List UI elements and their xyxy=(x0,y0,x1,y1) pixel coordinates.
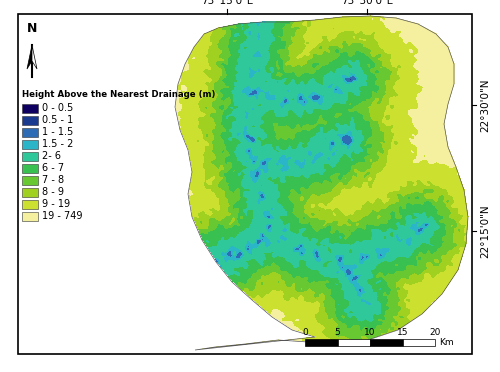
Polygon shape xyxy=(32,45,37,69)
Bar xyxy=(22,103,38,112)
Text: Height Above the Nearest Drainage (m): Height Above the Nearest Drainage (m) xyxy=(22,90,216,99)
Text: 73°15'0"E: 73°15'0"E xyxy=(201,0,253,6)
Text: 0.5 - 1: 0.5 - 1 xyxy=(42,115,73,125)
Bar xyxy=(338,339,370,346)
Text: 5: 5 xyxy=(334,328,340,337)
Text: 2- 6: 2- 6 xyxy=(42,151,61,161)
Text: 1.5 - 2: 1.5 - 2 xyxy=(42,139,74,149)
Bar xyxy=(22,187,38,196)
Text: 73°30'0"E: 73°30'0"E xyxy=(341,0,393,6)
Bar xyxy=(22,115,38,125)
Bar xyxy=(370,339,402,346)
Bar xyxy=(22,164,38,173)
Bar xyxy=(305,339,338,346)
Text: 20: 20 xyxy=(430,328,440,337)
Text: Km: Km xyxy=(439,338,454,347)
Text: 10: 10 xyxy=(364,328,376,337)
Text: 7 - 8: 7 - 8 xyxy=(42,175,64,185)
Bar xyxy=(402,339,435,346)
Text: 22°15'0"N: 22°15'0"N xyxy=(480,204,490,258)
Bar xyxy=(22,199,38,208)
Bar xyxy=(22,128,38,137)
Text: 8 - 9: 8 - 9 xyxy=(42,187,64,197)
Bar xyxy=(22,151,38,160)
Text: 0 - 0.5: 0 - 0.5 xyxy=(42,103,73,113)
Text: 19 - 749: 19 - 749 xyxy=(42,211,82,221)
Bar xyxy=(22,176,38,185)
Text: N: N xyxy=(27,22,37,35)
Bar xyxy=(22,140,38,148)
Polygon shape xyxy=(27,45,32,69)
Text: 9 - 19: 9 - 19 xyxy=(42,199,70,209)
Text: 6 - 7: 6 - 7 xyxy=(42,163,64,173)
Text: 22°30'0"N: 22°30'0"N xyxy=(480,78,490,132)
Text: 1 - 1.5: 1 - 1.5 xyxy=(42,127,73,137)
Bar xyxy=(22,212,38,221)
Text: 15: 15 xyxy=(397,328,408,337)
Text: 0: 0 xyxy=(302,328,308,337)
